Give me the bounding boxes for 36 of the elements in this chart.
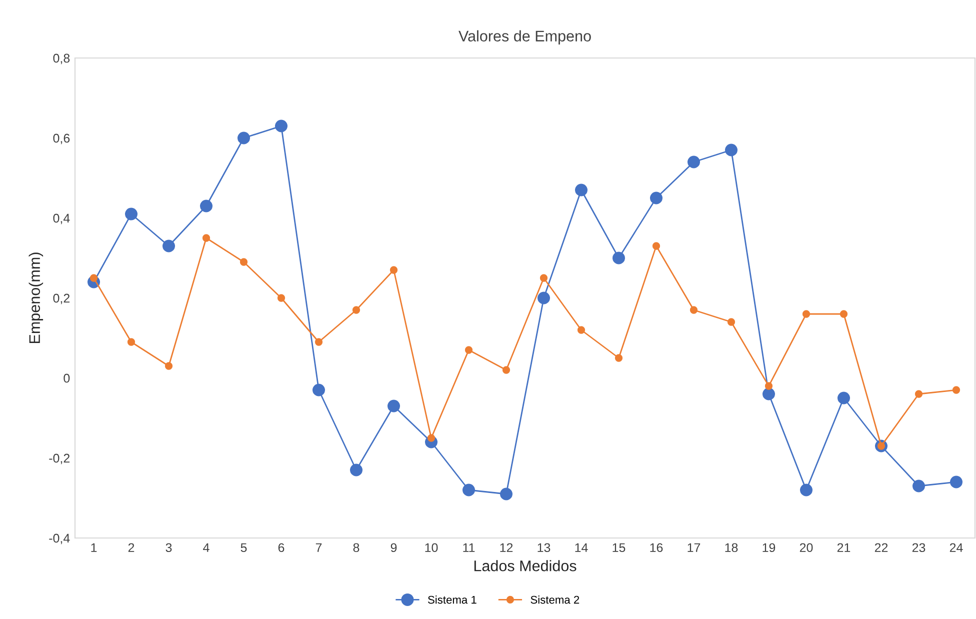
x-tick-label: 3 [166,543,172,552]
x-tick-label: 11 [463,543,475,552]
y-tick-label: 0,6 [53,134,70,144]
x-tick-label: 22 [874,543,888,552]
x-tick-label: 5 [240,543,247,552]
y-axis-title: Empeno(mm) [28,252,44,344]
x-tick-label: 19 [762,543,776,552]
x-tick-label: 13 [538,543,550,552]
x-tick-label: 4 [203,543,210,552]
x-tick-label: 15 [612,543,626,552]
y-tick-label: 0,8 [53,54,70,64]
x-tick-label: 12 [500,543,513,552]
x-tick-label: 8 [353,543,360,552]
x-tick-label: 23 [912,543,926,552]
x-tick-label: 16 [650,543,663,552]
y-tick-label: -0,2 [49,454,70,464]
x-tick-label: 7 [316,543,322,552]
x-tick-label: 21 [837,543,850,552]
chart-title: Valores de Empeno [458,30,591,45]
x-tick-label: 10 [425,543,438,552]
x-tick-label: 9 [390,543,397,552]
x-tick-label: 1 [91,543,97,552]
y-tick-label: 0,2 [53,294,70,304]
legend-label: Sistema 1 [428,596,476,604]
y-tick-label: 0,4 [53,214,70,224]
x-tick-label: 20 [800,543,813,552]
x-tick-label: 17 [688,543,700,552]
legend-label: Sistema 2 [530,596,580,604]
x-tick-label: 24 [950,543,963,552]
x-tick-label: 6 [278,543,284,552]
x-axis-title: Lados Medidos [474,560,576,572]
x-tick-label: 18 [725,543,738,552]
y-tick-label: -0,4 [49,534,70,544]
y-tick-label: 0 [64,374,70,383]
x-tick-label: 14 [575,543,588,552]
x-tick-label: 2 [128,543,134,552]
